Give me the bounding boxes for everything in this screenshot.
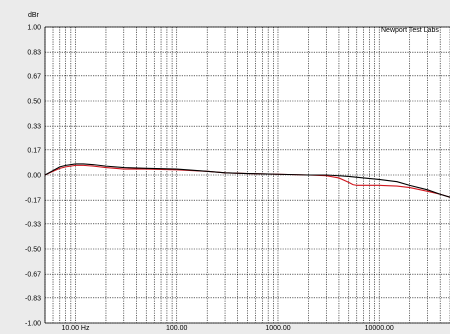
y-axis-label: dBr — [28, 12, 40, 19]
y-tick-label: -0.33 — [25, 221, 41, 228]
y-tick-label: 0.67 — [27, 73, 41, 80]
y-axis-ticks: 1.00 0.83 0.67 0.50 0.33 0.17 0.00 -0.17 -0.33 -0… — [25, 25, 41, 328]
y-tick-label: -0.50 — [25, 247, 41, 254]
y-tick-label: 0.17 — [27, 147, 41, 154]
y-tick-label: 1.00 — [27, 25, 41, 32]
y-tick-label: 0.83 — [27, 50, 41, 57]
annotation-label: Newport Test Labs — [381, 27, 439, 34]
x-tick-label: 100.00 — [166, 325, 188, 332]
x-tick-label: 10000.00 — [365, 325, 394, 332]
x-tick-label: 1000.00 — [265, 325, 290, 332]
series-group — [44, 163, 450, 198]
y-tick-label: -0.83 — [25, 295, 41, 302]
grid — [44, 26, 450, 324]
y-tick-label: 0.33 — [27, 124, 41, 131]
y-tick-label: -1.00 — [25, 321, 41, 328]
series-line-1 — [44, 163, 450, 198]
y-tick-label: 0.00 — [27, 173, 41, 180]
y-tick-label: 0.50 — [27, 99, 41, 106]
x-axis-ticks: 10.00 Hz 100.00 1000.00 10000.00 — [61, 325, 393, 332]
x-tick-label: 10.00 Hz — [61, 325, 90, 332]
y-tick-label: -0.67 — [25, 272, 41, 279]
y-tick-label: -0.17 — [25, 198, 41, 205]
